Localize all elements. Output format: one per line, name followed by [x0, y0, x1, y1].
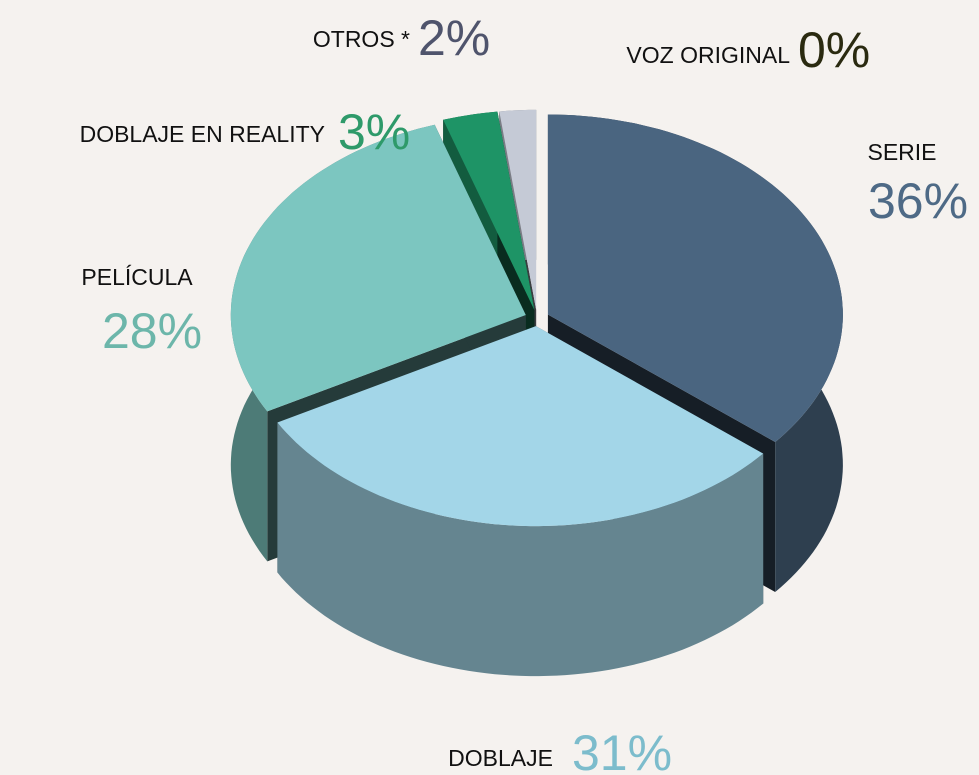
- slice-label: OTROS *: [313, 26, 410, 52]
- slice-value: 31%: [572, 725, 672, 775]
- slice-top: [499, 109, 537, 310]
- slice-label: DOBLAJE: [448, 745, 553, 771]
- slice-top: [443, 111, 535, 311]
- slice-label: DOBLAJE EN REALITY: [80, 121, 325, 147]
- slice-value: 0%: [798, 22, 870, 78]
- slice-value: 2%: [418, 10, 490, 66]
- slice-value: 28%: [102, 303, 202, 359]
- slice-label: PELÍCULA: [81, 264, 193, 290]
- slice-label: SERIE: [867, 139, 936, 165]
- slice-top: [277, 326, 764, 527]
- slice-label: VOZ ORIGINAL: [626, 42, 790, 68]
- slice-top: [547, 114, 843, 442]
- slice-value: 36%: [868, 173, 968, 229]
- slice-wall: [277, 422, 764, 677]
- slice: [277, 326, 764, 677]
- slice-top: [230, 124, 526, 412]
- slice-value: 3%: [338, 104, 410, 160]
